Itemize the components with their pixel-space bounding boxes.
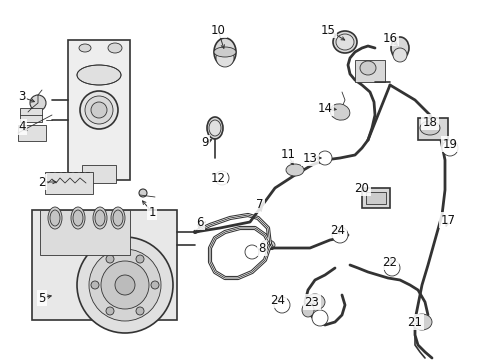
Circle shape [383,260,399,276]
Bar [365,192,385,204]
Ellipse shape [261,240,274,250]
Ellipse shape [71,207,85,229]
Circle shape [30,95,46,111]
Ellipse shape [80,91,118,129]
Text: 6: 6 [196,216,203,229]
Circle shape [215,171,228,185]
Ellipse shape [111,207,125,229]
Bar [32,210,177,320]
Circle shape [106,255,114,263]
Ellipse shape [206,117,223,139]
Ellipse shape [411,314,431,330]
Ellipse shape [48,207,62,229]
Ellipse shape [302,303,313,317]
Text: 10: 10 [210,23,225,36]
Ellipse shape [392,48,406,62]
Text: 23: 23 [304,296,319,309]
Text: 20: 20 [354,181,368,194]
Text: 24: 24 [270,293,285,306]
Ellipse shape [305,294,325,310]
Text: 12: 12 [210,171,225,184]
Ellipse shape [332,31,356,53]
Ellipse shape [108,43,122,53]
Circle shape [441,140,457,156]
Ellipse shape [113,210,123,226]
Text: 4: 4 [18,121,26,134]
Bar [68,40,130,180]
Ellipse shape [50,210,60,226]
Ellipse shape [335,34,353,50]
Text: 7: 7 [256,198,263,211]
Ellipse shape [285,164,304,176]
Circle shape [115,275,135,295]
Text: 9: 9 [201,136,208,149]
Bar [40,210,130,255]
Text: 11: 11 [280,148,295,162]
Ellipse shape [85,96,113,124]
Text: 16: 16 [382,31,397,45]
Ellipse shape [91,102,107,118]
Circle shape [101,261,149,309]
Text: 13: 13 [302,152,317,165]
Text: 15: 15 [320,23,335,36]
Text: 2: 2 [38,175,46,189]
Circle shape [106,307,114,315]
Ellipse shape [208,120,221,136]
Ellipse shape [390,37,408,59]
Text: 14: 14 [317,102,332,114]
Ellipse shape [73,210,83,226]
Circle shape [311,310,327,326]
Bar [20,108,42,122]
Circle shape [136,255,143,263]
Circle shape [139,189,147,197]
Text: 22: 22 [382,256,397,269]
Text: 8: 8 [258,242,265,255]
Bar [18,125,46,141]
Circle shape [244,245,259,259]
Ellipse shape [95,210,105,226]
Circle shape [91,281,99,289]
Text: 5: 5 [38,292,45,305]
Ellipse shape [359,61,375,75]
Text: 17: 17 [440,213,454,226]
Circle shape [151,281,159,289]
Text: 24: 24 [330,224,345,237]
Ellipse shape [214,47,236,57]
Ellipse shape [79,44,91,52]
Bar [354,60,384,82]
Ellipse shape [93,207,107,229]
Ellipse shape [419,121,439,135]
Circle shape [89,249,161,321]
Text: 18: 18 [422,116,437,129]
Text: 3: 3 [18,90,26,104]
Text: 21: 21 [407,315,422,328]
Bar [82,165,116,183]
Bar [417,118,447,140]
Ellipse shape [216,49,234,67]
Bar [361,188,389,208]
Circle shape [77,237,173,333]
Ellipse shape [329,104,349,120]
Text: 19: 19 [442,138,457,150]
Bar [45,172,93,194]
Circle shape [136,307,143,315]
Text: 1: 1 [148,206,156,219]
Ellipse shape [77,65,121,85]
Circle shape [317,151,331,165]
Circle shape [273,297,289,313]
Circle shape [331,227,347,243]
Ellipse shape [214,38,236,66]
